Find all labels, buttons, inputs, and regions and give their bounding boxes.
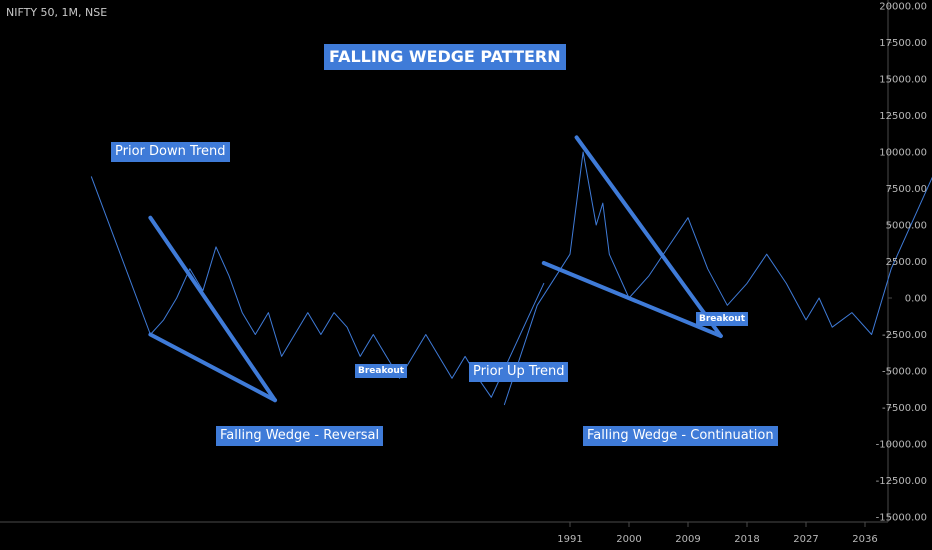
y-tick-label: 10000.00 bbox=[879, 148, 927, 159]
y-tick-label: 0.00 bbox=[905, 294, 927, 305]
y-tick-label: 12500.00 bbox=[879, 111, 927, 122]
y-tick-label: 15000.00 bbox=[879, 75, 927, 86]
continuation-label: Falling Wedge - Continuation bbox=[583, 426, 778, 446]
x-tick-label: 2036 bbox=[852, 534, 877, 545]
y-axis-ticks: 20000.00 17500.00 15000.00 12500.00 10000.00… bbox=[876, 2, 927, 524]
y-tick-label: 2500.00 bbox=[886, 257, 927, 268]
y-tick-label: 17500.00 bbox=[879, 38, 927, 49]
wedge-trendline bbox=[148, 215, 277, 403]
breakout-label-right: Breakout bbox=[696, 312, 749, 326]
prior-up-trend-label: Prior Up Trend bbox=[469, 362, 569, 382]
y-tick-label: 20000.00 bbox=[879, 2, 927, 13]
y-tick-label: -7500.00 bbox=[882, 403, 927, 414]
y-tick-label: -12500.00 bbox=[876, 476, 927, 487]
y-tick-label: -5000.00 bbox=[882, 367, 927, 378]
reversal-label: Falling Wedge - Reversal bbox=[216, 426, 384, 446]
breakout-label-left: Breakout bbox=[355, 364, 408, 378]
chart-title: FALLING WEDGE PATTERN bbox=[324, 44, 566, 70]
x-tick-label: 2027 bbox=[793, 534, 818, 545]
x-tick-label: 2018 bbox=[734, 534, 759, 545]
price-series-line bbox=[90, 176, 545, 398]
wedge-trendline bbox=[574, 135, 723, 338]
series-layer bbox=[90, 135, 932, 406]
y-tick-label: 5000.00 bbox=[886, 221, 927, 232]
price-series-line bbox=[503, 151, 932, 406]
x-tick-label: 2009 bbox=[675, 534, 700, 545]
x-axis-ticks: 1991 2000 2009 2018 2027 2036 bbox=[557, 522, 878, 545]
symbol-label: NIFTY 50, 1M, NSE bbox=[6, 6, 108, 19]
y-tick-label: -2500.00 bbox=[882, 330, 927, 341]
wedge-trendline bbox=[148, 332, 277, 403]
wedge-trendline bbox=[541, 261, 723, 338]
x-tick-label: 2000 bbox=[616, 534, 641, 545]
x-tick-label: 1991 bbox=[557, 534, 582, 545]
y-tick-label: 7500.00 bbox=[886, 184, 927, 195]
prior-down-trend-label: Prior Down Trend bbox=[111, 142, 230, 162]
y-tick-label: -15000.00 bbox=[876, 513, 927, 524]
y-tick-label: -10000.00 bbox=[876, 440, 927, 451]
